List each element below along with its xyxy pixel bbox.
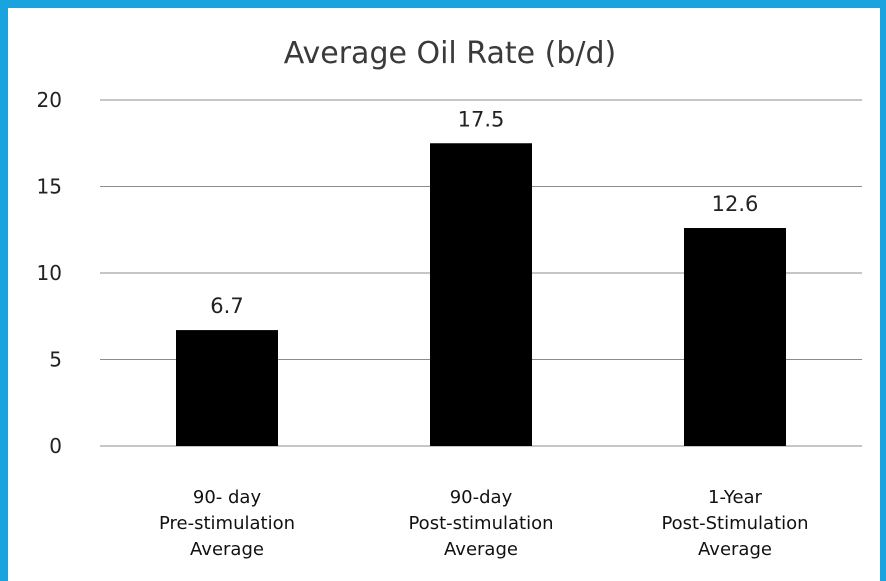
y-tick-label: 5: [49, 348, 62, 372]
category-label: 90- day Pre-stimulation Average: [159, 487, 295, 560]
category-label-line: Average: [698, 539, 772, 560]
category-label: 1-Year Post-Stimulation Average: [661, 487, 808, 560]
x-axis-category-labels: 90- day Pre-stimulation Average 90-day Post-…: [159, 487, 809, 560]
y-tick-label: 15: [37, 175, 62, 199]
data-label: 17.5: [458, 107, 505, 131]
category-label-line: Pre-stimulation: [159, 513, 295, 534]
y-tick-label: 0: [49, 434, 62, 458]
category-label-line: 90-day: [450, 487, 513, 508]
y-tick-label: 20: [37, 88, 62, 112]
bar: [176, 330, 278, 446]
bar: [430, 143, 532, 446]
category-label-line: 90- day: [193, 487, 262, 508]
y-axis-tick-labels: 0 5 10 15 20: [37, 88, 62, 458]
category-label-line: Average: [190, 539, 264, 560]
bar: [684, 228, 786, 446]
y-tick-label: 10: [37, 261, 62, 285]
category-label-line: Average: [444, 539, 518, 560]
chart-title: Average Oil Rate (b/d): [284, 36, 616, 71]
bars: [176, 143, 786, 446]
data-label: 6.7: [210, 294, 243, 318]
category-label-line: Post-Stimulation: [661, 513, 808, 534]
category-label-line: 1-Year: [708, 487, 763, 508]
data-label: 12.6: [712, 192, 759, 216]
data-labels: 6.7 17.5 12.6: [210, 107, 758, 318]
category-label-line: Post-stimulation: [408, 513, 553, 534]
category-label: 90-day Post-stimulation Average: [408, 487, 553, 560]
